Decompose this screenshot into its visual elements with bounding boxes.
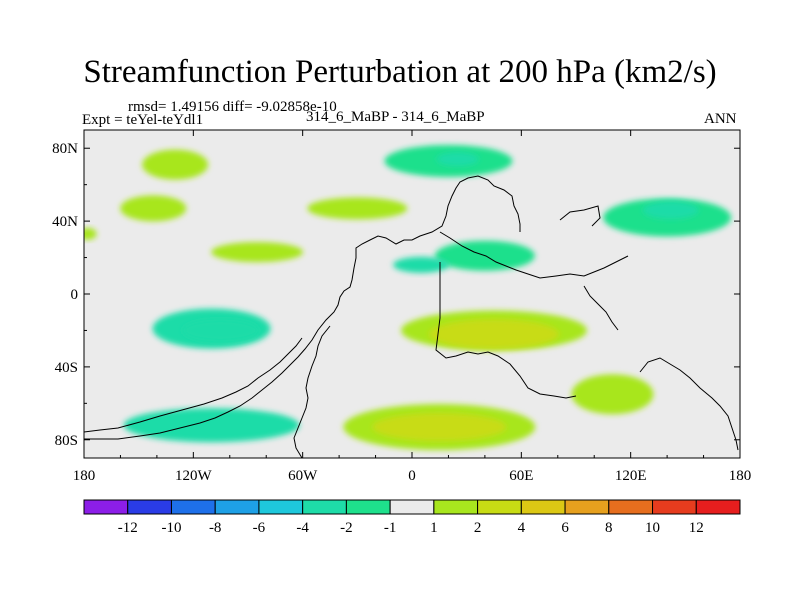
colorbar-label: -1 — [384, 520, 397, 536]
field-region — [393, 256, 450, 273]
colorbar-swatch — [608, 499, 654, 515]
x-tick-label: 60E — [509, 468, 533, 484]
colorbar-swatch — [83, 499, 129, 515]
colorbar-swatch — [389, 499, 435, 515]
colorbar-label: -10 — [161, 520, 181, 536]
y-tick-label: 0 — [71, 287, 79, 303]
colorbar-label: 4 — [518, 520, 526, 536]
chart-title: Streamfunction Perturbation at 200 hPa (… — [83, 54, 717, 90]
colorbar-label: -8 — [209, 520, 222, 536]
colorbar: -12 -10 -8 -6 -4 -2 -1 1 2 4 6 8 10 12 — [83, 499, 741, 536]
coastline-layer — [84, 175, 739, 458]
coastline-australia — [639, 357, 739, 451]
coastline-south-america — [293, 325, 331, 458]
field-region — [84, 227, 97, 240]
y-tick-label: 40S — [55, 360, 78, 376]
colorbar-swatch — [652, 499, 697, 515]
colorbar-swatch — [477, 499, 522, 515]
field-region — [429, 319, 559, 350]
y-tick-label: 40N — [52, 214, 78, 230]
y-tick-label: 80N — [52, 141, 78, 157]
colorbar-label: -12 — [118, 520, 138, 536]
colorbar-swatch — [127, 499, 172, 515]
colorbar-swatch — [170, 499, 216, 515]
x-tick-label: 180 — [729, 468, 752, 484]
colorbar-swatch — [520, 499, 566, 515]
y-tick-label: 80S — [55, 433, 78, 449]
colorbar-label: -4 — [296, 520, 309, 536]
field-region — [182, 319, 259, 342]
colorbar-swatch — [695, 499, 741, 515]
coastline-africa — [435, 262, 577, 399]
subtitle-label: 314_6_MaBP - 314_6_MaBP — [306, 109, 485, 125]
field-region — [211, 242, 304, 263]
experiment-label: Expt = teYel-teYdl1 — [82, 112, 204, 128]
coastline-europe-asia — [439, 231, 629, 279]
colorbar-swatch — [345, 499, 391, 515]
field-region — [123, 408, 300, 443]
axes-layer: 180 120W 60W 0 60E 120E 180 80N 40N 0 40S 80S — [52, 130, 751, 484]
x-tick-label: 120W — [175, 468, 213, 484]
colorbar-swatch — [302, 499, 347, 515]
colorbar-label: 6 — [561, 520, 569, 536]
x-tick-label: 180 — [73, 468, 96, 484]
colorbar-swatch — [214, 499, 260, 515]
colorbar-label: 1 — [430, 520, 438, 536]
field-region — [307, 197, 408, 220]
field-region — [642, 201, 699, 220]
colorbar-label: -6 — [253, 520, 266, 536]
coastline-antarctic-rim — [84, 337, 303, 433]
field-region — [142, 149, 209, 180]
colorbar-label: 10 — [645, 520, 660, 536]
x-tick-label: 120E — [615, 468, 647, 484]
field-region — [436, 152, 479, 167]
field-region — [571, 374, 654, 415]
x-tick-label: 60W — [288, 468, 318, 484]
colorbar-label: 8 — [605, 520, 613, 536]
coastline-southeast-asia — [583, 285, 619, 331]
coastline-americas — [84, 175, 521, 440]
x-tick-label: 0 — [408, 468, 416, 484]
colorbar-label: 2 — [474, 520, 482, 536]
period-label: ANN — [704, 111, 737, 127]
field-region — [372, 413, 507, 442]
coastline-greenland-arctic — [559, 205, 601, 227]
field-region — [120, 195, 187, 222]
colorbar-label: 12 — [689, 520, 704, 536]
colorbar-swatch — [433, 499, 479, 515]
colorbar-swatch — [564, 499, 610, 515]
stats-label: rmsd= 1.49156 diff= -9.02858e-10 — [128, 99, 337, 115]
colorbar-label: -2 — [340, 520, 353, 536]
colorbar-swatch — [258, 499, 304, 515]
